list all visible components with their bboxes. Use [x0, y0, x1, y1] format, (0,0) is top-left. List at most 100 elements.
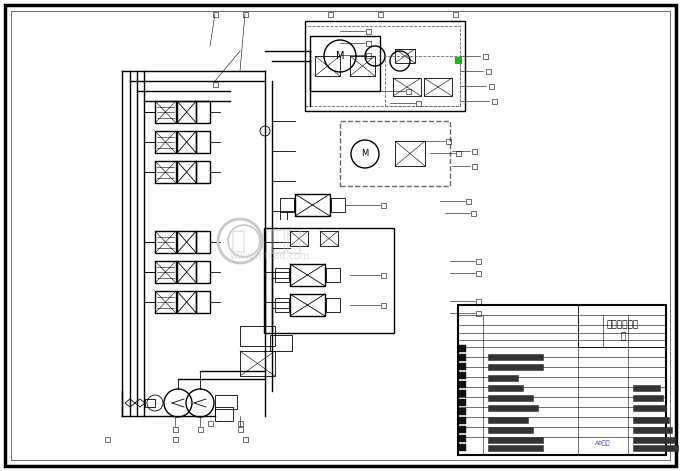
Bar: [172, 437, 178, 441]
Bar: [381, 302, 385, 308]
Bar: [242, 437, 247, 441]
Bar: [197, 427, 202, 431]
Bar: [445, 138, 451, 144]
Bar: [475, 310, 481, 316]
Bar: [366, 52, 370, 57]
Bar: [458, 305, 666, 455]
Bar: [196, 261, 210, 283]
Bar: [264, 228, 394, 333]
Bar: [215, 395, 237, 409]
Bar: [633, 427, 672, 433]
Bar: [104, 437, 110, 441]
Bar: [155, 161, 176, 183]
Bar: [177, 101, 196, 123]
Bar: [196, 161, 210, 183]
Bar: [471, 163, 477, 169]
Bar: [633, 417, 669, 423]
Bar: [488, 385, 523, 391]
Bar: [326, 298, 340, 312]
Text: 图: 图: [620, 333, 626, 341]
Bar: [633, 445, 678, 451]
Bar: [466, 198, 471, 203]
Bar: [238, 421, 242, 425]
Bar: [280, 198, 294, 212]
Bar: [315, 56, 340, 76]
Bar: [328, 11, 332, 16]
Bar: [305, 26, 460, 106]
Bar: [488, 364, 543, 370]
Bar: [326, 268, 340, 282]
Bar: [488, 405, 538, 411]
Bar: [488, 354, 543, 360]
Bar: [177, 131, 196, 153]
Bar: [366, 41, 370, 46]
Bar: [196, 101, 210, 123]
Bar: [385, 56, 460, 106]
Text: A0张数: A0张数: [595, 440, 611, 446]
Bar: [177, 231, 196, 253]
Text: 液压系统原理: 液压系统原理: [607, 320, 639, 330]
Bar: [196, 131, 210, 153]
Bar: [483, 54, 488, 58]
Bar: [240, 326, 275, 346]
Bar: [275, 268, 289, 282]
Bar: [377, 11, 383, 16]
Bar: [215, 407, 233, 421]
Bar: [475, 299, 481, 303]
Bar: [488, 395, 533, 401]
Bar: [155, 131, 176, 153]
Bar: [395, 49, 415, 63]
Bar: [290, 231, 308, 246]
Bar: [459, 381, 466, 388]
Bar: [177, 161, 196, 183]
Bar: [459, 399, 466, 406]
Bar: [488, 437, 543, 443]
Bar: [196, 231, 210, 253]
Bar: [633, 437, 675, 443]
Bar: [633, 405, 666, 411]
Bar: [155, 261, 176, 283]
Bar: [475, 259, 481, 263]
Bar: [459, 408, 466, 415]
Bar: [350, 56, 375, 76]
Text: 沐: 沐: [230, 229, 245, 253]
Bar: [471, 148, 477, 154]
Bar: [415, 100, 420, 106]
Bar: [459, 345, 466, 352]
Bar: [471, 211, 475, 216]
Bar: [486, 68, 490, 73]
Bar: [155, 231, 176, 253]
Bar: [290, 294, 325, 316]
Bar: [331, 198, 345, 212]
Bar: [145, 399, 155, 407]
Bar: [238, 427, 242, 431]
Bar: [456, 151, 460, 155]
Bar: [310, 36, 380, 91]
Bar: [240, 351, 275, 376]
Bar: [172, 427, 178, 431]
Bar: [270, 335, 292, 351]
Bar: [155, 291, 176, 313]
Bar: [424, 78, 452, 96]
Bar: [633, 385, 660, 391]
Bar: [340, 121, 450, 186]
Bar: [578, 305, 666, 347]
Bar: [366, 29, 370, 33]
Bar: [305, 21, 465, 111]
Bar: [212, 11, 217, 16]
Bar: [459, 444, 466, 451]
Bar: [459, 426, 466, 433]
Text: M: M: [336, 51, 345, 61]
Bar: [488, 417, 528, 423]
Bar: [196, 291, 210, 313]
Bar: [488, 375, 518, 381]
Bar: [155, 101, 176, 123]
Bar: [459, 354, 466, 361]
Bar: [459, 417, 466, 424]
Bar: [459, 390, 466, 397]
Bar: [492, 98, 496, 104]
Text: M: M: [362, 149, 368, 159]
Bar: [459, 435, 466, 442]
Bar: [452, 11, 458, 16]
Bar: [488, 445, 543, 451]
